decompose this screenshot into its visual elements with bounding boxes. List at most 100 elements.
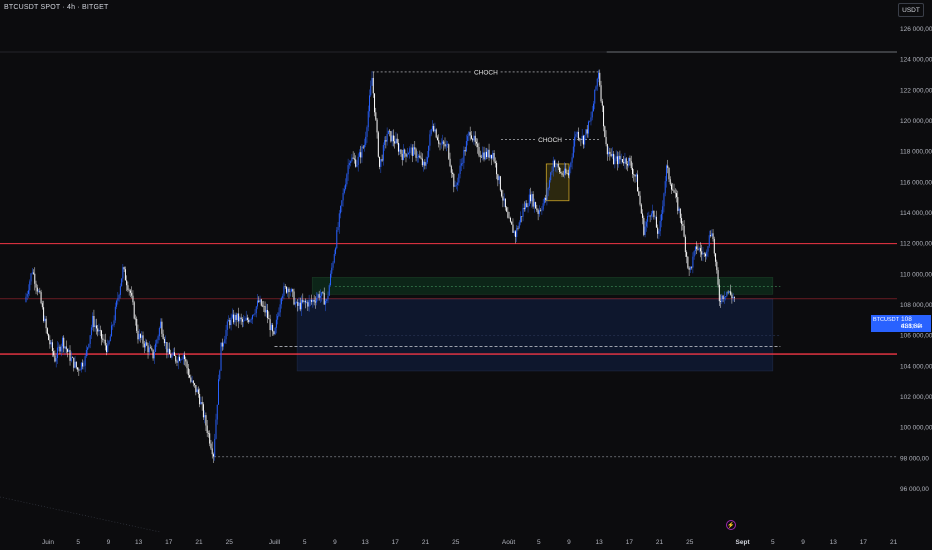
price-axis[interactable]: 126 000,00 124 000,00 122 000,00 120 000,00… [900,26,932,493]
candle-body [535,202,537,209]
candle-body [469,132,471,136]
candle-body [624,158,626,164]
candle-body [348,163,350,166]
candle-body [692,256,694,268]
candle-body [336,230,338,249]
candle-body [231,314,233,318]
candle-body [494,161,496,163]
candle-body [496,162,498,175]
candle-body [134,318,136,320]
candle-body [518,222,520,229]
candle-body [600,85,602,102]
candle-body [659,220,661,232]
candle-body [722,295,724,300]
candle-body [127,285,129,291]
candle-body [654,216,656,218]
x-tick-label: Sept [736,539,751,546]
candle-body [201,401,203,405]
y-tick-label: 96 000,00 [900,486,929,493]
candle-body [80,362,82,370]
candle-body [90,327,92,336]
candle-body [152,349,154,359]
candle-body [186,361,188,369]
candle-body [202,404,204,418]
x-tick-label: 13 [361,539,369,546]
candle-body [569,167,571,176]
y-tick-label: 124 000,00 [900,57,932,64]
x-tick-label: Août [502,539,516,546]
lightning-icon[interactable]: ⚡ [726,520,736,530]
candle-body [547,187,549,190]
time-axis[interactable]: Juin 5 9 13 17 21 25 Juill 5 9 13 17 21 25 Août 5 9 13 17 2… [42,539,898,546]
candle-body [274,327,276,335]
candle-body [673,190,675,193]
candle-body [453,173,455,187]
candle-body [288,288,290,292]
candle-body [292,289,294,292]
candle-body [103,339,105,341]
candle-body [503,198,505,201]
candle-body [258,300,260,302]
candle-body [389,130,391,132]
candle-body [608,151,610,155]
candle-body [392,135,394,142]
candle-body [282,295,284,299]
candle-body [431,125,433,130]
candle-body [691,266,693,268]
candle-body [637,174,639,192]
candle-body [324,300,326,305]
candle-body [172,352,174,355]
candle-body [161,321,163,334]
candle-body [251,315,253,320]
candle-body [308,300,310,307]
candle-body [153,351,155,359]
x-tick-label: 13 [135,539,143,546]
x-tick-label: 5 [537,539,541,546]
candle-body [400,149,402,154]
candle-body [726,291,728,297]
candle-body [337,227,339,231]
candle-body [100,330,102,339]
x-tick-label: Juin [42,539,54,546]
candle-body [385,140,387,142]
candle-body [387,130,389,135]
candle-body [312,299,314,302]
candle-body [493,153,495,162]
candle-body [586,129,588,134]
currency-button[interactable]: USDT [898,3,924,17]
candle-body [311,300,313,302]
candle-body [241,319,243,322]
candle-body [264,305,266,313]
candle-body [29,281,31,291]
candle-body [114,306,116,321]
candle-body [731,294,733,299]
candle-body [443,141,445,144]
candle-body [87,347,89,350]
candle-body [701,251,703,255]
candle-body [106,345,108,352]
candle-body [550,172,552,181]
candle-body [725,296,727,298]
candle-body [289,291,291,293]
candle-body [248,319,250,323]
candle-body [687,256,689,268]
candle-body [712,233,714,239]
candle-body [97,328,99,332]
candle-body [552,160,554,171]
candle-body [214,438,216,457]
candle-body [628,157,630,166]
candle-body [176,361,178,363]
y-tick-label: 112 000,00 [900,241,932,248]
candle-body [63,337,65,349]
choch-lower-label: CHOCH [538,137,562,144]
candle-body [285,286,287,293]
candle-body [128,290,130,291]
candle-body [454,185,456,187]
candle-body [297,302,299,306]
candle-body [439,143,441,145]
candle-body [123,267,125,270]
candle-body [200,401,202,405]
candle-body [472,138,474,141]
candle-body [366,127,368,137]
